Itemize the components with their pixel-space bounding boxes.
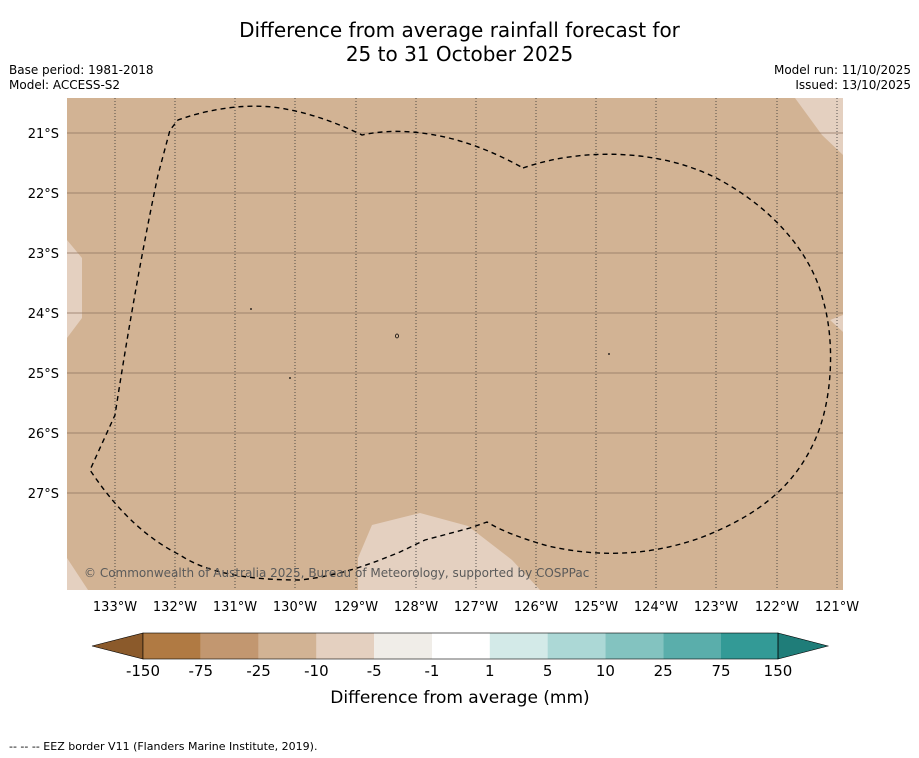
meta-left: Base period: 1981-2018 Model: ACCESS-S2 [9, 63, 154, 93]
colorbar-segment [200, 633, 259, 659]
colorbar-segment [432, 633, 490, 659]
slight-dry-region-e [830, 315, 843, 332]
colorbar-tick-label: 150 [764, 662, 793, 680]
lat-label: 25°S [28, 367, 59, 382]
colorbar-tick-label: -10 [304, 662, 329, 680]
lon-label: 126°W [514, 600, 558, 615]
base-period: Base period: 1981-2018 [9, 63, 154, 77]
issued-date: Issued: 13/10/2025 [795, 78, 911, 92]
colorbar-tick-label: 75 [711, 662, 730, 680]
lat-label: 26°S [28, 427, 59, 442]
colorbar-tick-label: -1 [425, 662, 440, 680]
colorbar-tick-label: 5 [543, 662, 553, 680]
lat-label: 23°S [28, 247, 59, 262]
meta-right: Model run: 11/10/2025 Issued: 13/10/2025 [774, 63, 911, 93]
latitude-gridlines [67, 132, 843, 494]
colorbar-segment [663, 633, 721, 659]
lon-label: 123°W [694, 600, 738, 615]
lon-label: 132°W [153, 600, 197, 615]
title-line-1: Difference from average rainfall forecas… [239, 18, 680, 42]
lon-label: 125°W [574, 600, 618, 615]
island-marker [395, 333, 399, 339]
longitude-labels: 133°W 132°W 131°W 130°W 129°W 128°W 127°… [93, 600, 859, 615]
slight-dry-region-w [67, 240, 82, 338]
lon-label: 129°W [334, 600, 378, 615]
colorbar-segment [374, 633, 432, 659]
colorbar-segment [316, 633, 375, 659]
lat-label: 22°S [28, 187, 59, 202]
lon-label: 122°W [755, 600, 799, 615]
lon-label: 128°W [394, 600, 438, 615]
colorbar-extend-high [777, 632, 830, 660]
lon-label: 131°W [213, 600, 257, 615]
eez-border-legend: -- -- -- EEZ border V11 (Flanders Marine… [9, 740, 318, 753]
colorbar-tick-label: -150 [126, 662, 160, 680]
lon-label: 124°W [634, 600, 678, 615]
lon-label: 130°W [273, 600, 317, 615]
colorbar-segment [143, 633, 201, 659]
colorbar-segment [489, 633, 548, 659]
island-dot [289, 377, 291, 379]
colorbar-segment [547, 633, 606, 659]
island-dot [250, 308, 252, 310]
colorbar-title: Difference from average (mm) [330, 688, 589, 708]
colorbar-segment [721, 633, 778, 659]
lat-label: 21°S [28, 127, 59, 142]
copyright-notice: © Commonwealth of Australia 2025, Bureau… [84, 566, 589, 580]
slight-dry-region-s [358, 513, 540, 590]
eez-border [89, 105, 832, 581]
lat-label: 27°S [28, 487, 59, 502]
map-plot-area: © Commonwealth of Australia 2025, Bureau… [67, 98, 843, 590]
island-dot [608, 353, 610, 355]
slight-dry-region-ne [795, 98, 843, 155]
latitude-labels: 21°S 22°S 23°S 24°S 25°S 26°S 27°S [28, 127, 59, 502]
colorbar-tick-label: -5 [367, 662, 382, 680]
colorbar-extend-low [91, 632, 144, 660]
colorbar-tick-label: 1 [485, 662, 495, 680]
chart-title: Difference from average rainfall forecas… [0, 18, 919, 66]
colorbar: -150 -75 -25 -10 -5 -1 1 5 10 25 75 150 … [91, 632, 830, 708]
longitude-gridlines [114, 98, 838, 590]
lat-label: 24°S [28, 307, 59, 322]
moderate-dry-region [67, 98, 843, 590]
slight-dry-region-sw [67, 558, 88, 590]
lon-label: 121°W [815, 600, 859, 615]
colorbar-tick-label: -75 [189, 662, 214, 680]
colorbar-segment [605, 633, 664, 659]
lon-label: 133°W [93, 600, 137, 615]
colorbar-tick-label: 10 [596, 662, 615, 680]
model-name: Model: ACCESS-S2 [9, 78, 121, 92]
colorbar-outline [142, 632, 779, 660]
colorbar-tick-label: -25 [246, 662, 271, 680]
model-run: Model run: 11/10/2025 [773, 63, 911, 77]
lon-label: 127°W [454, 600, 498, 615]
colorbar-segment [258, 633, 317, 659]
colorbar-tick-label: 25 [654, 662, 673, 680]
title-line-2: 25 to 31 October 2025 [345, 42, 574, 66]
forecast-map: © Commonwealth of Australia 2025, Bureau… [28, 98, 859, 708]
